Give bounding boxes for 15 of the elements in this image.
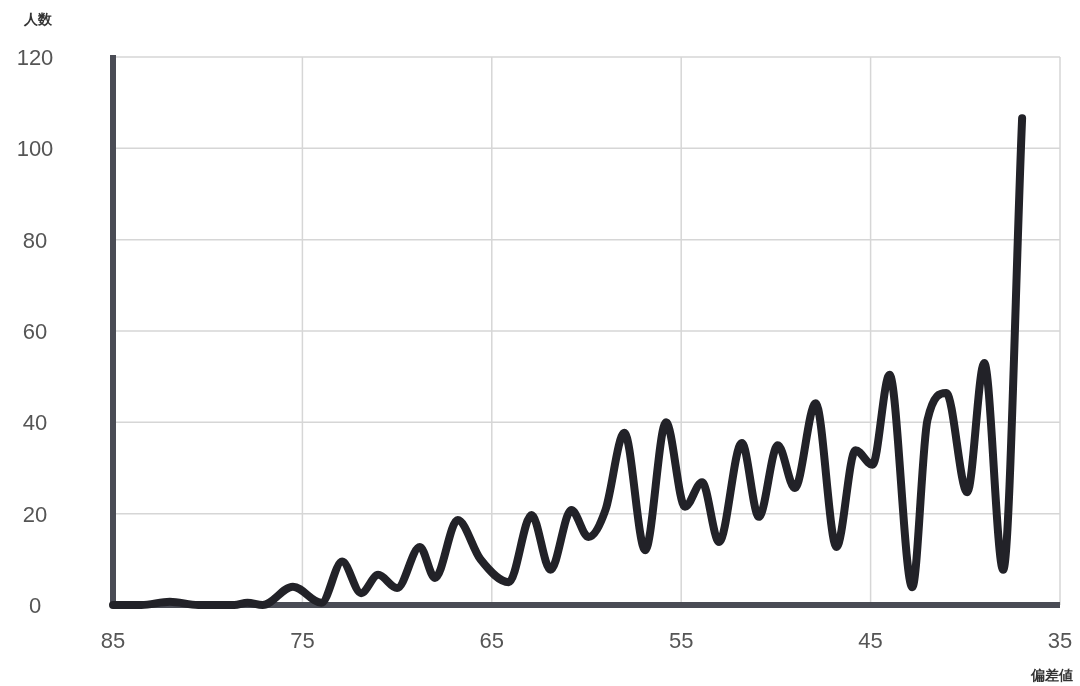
y-tick-label: 100 xyxy=(16,136,54,162)
y-tick-label: 0 xyxy=(28,593,42,618)
y-tick-label: 40 xyxy=(22,410,48,436)
x-tick-label: 45 xyxy=(858,628,883,653)
x-tick-label: 55 xyxy=(668,628,694,653)
y-tick-label: 80 xyxy=(22,227,48,253)
x-tick-label: 75 xyxy=(290,628,315,653)
y-tick-label: 120 xyxy=(16,45,54,70)
y-tick-label: 60 xyxy=(22,319,48,344)
x-axis-title: 偏差値 xyxy=(1030,667,1073,683)
y-axis-title: 人数 xyxy=(23,11,53,27)
y-tick-label: 20 xyxy=(22,501,48,527)
x-tick-label: 85 xyxy=(100,628,126,653)
x-tick-label: 65 xyxy=(479,628,505,653)
x-tick-label: 35 xyxy=(1047,628,1073,653)
